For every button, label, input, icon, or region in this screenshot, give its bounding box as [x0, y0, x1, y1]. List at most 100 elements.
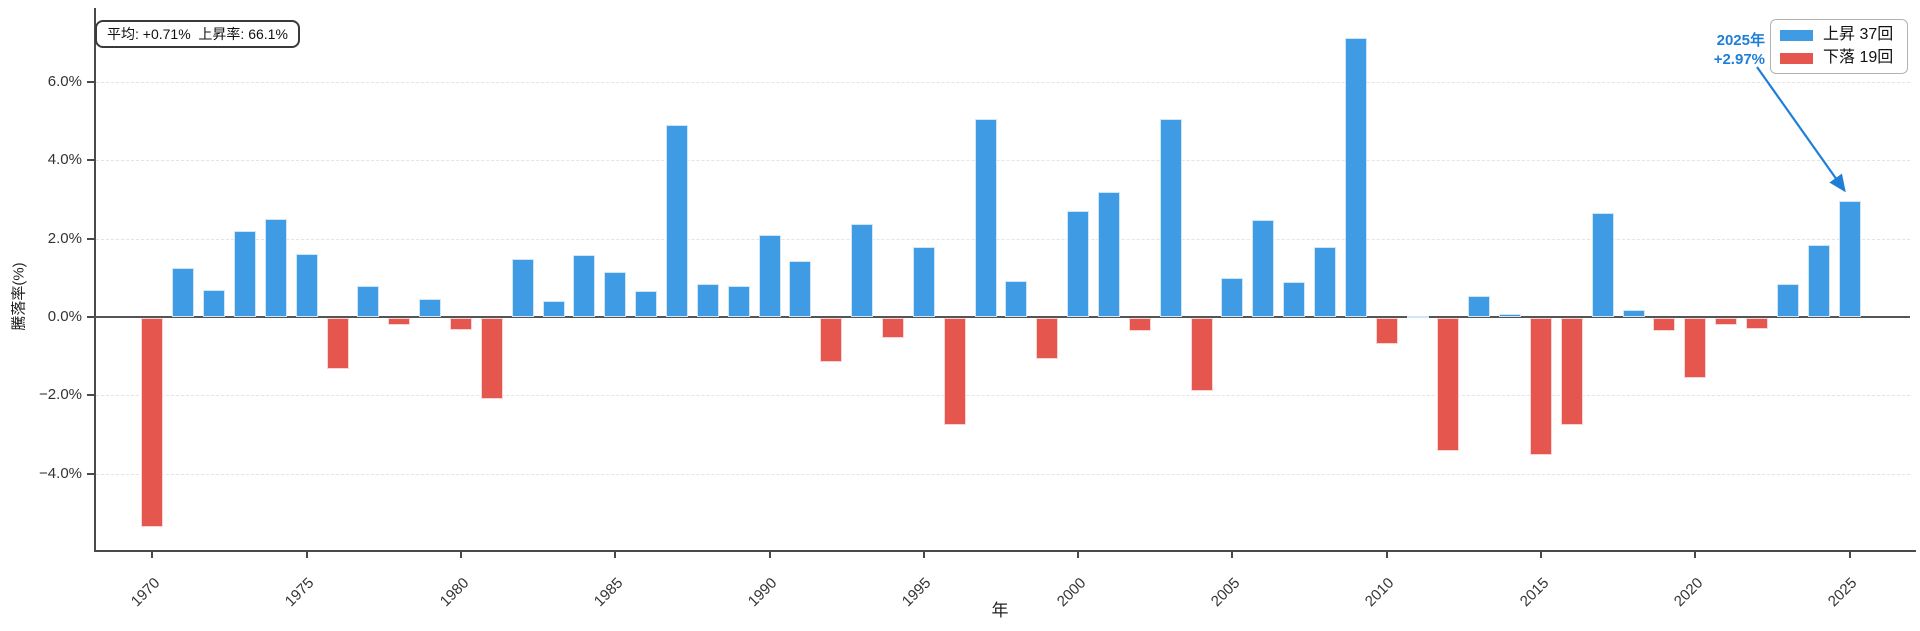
bar-2014 — [1499, 314, 1522, 317]
bar-2024 — [1807, 245, 1830, 317]
bar-2010 — [1375, 318, 1398, 344]
up-color-swatch — [1780, 29, 1813, 41]
bar-1999 — [1036, 318, 1059, 360]
y-tick-mark — [87, 80, 94, 83]
x-tick-label-1980: 1980 — [436, 574, 472, 611]
bar-2005 — [1221, 277, 1244, 317]
y-tick-mark — [87, 394, 94, 397]
bar-1988 — [696, 284, 719, 317]
bar-2019 — [1653, 318, 1676, 331]
y-tick-mark — [87, 472, 94, 475]
legend-row-down: 下落 19回 — [1780, 50, 1897, 66]
y-tick-label-−4.0%: −4.0% — [39, 464, 82, 482]
x-tick-mark-2015 — [1539, 551, 1542, 558]
x-tick-label-1970: 1970 — [127, 574, 164, 611]
bar-1993 — [851, 224, 874, 317]
x-tick-label-2025: 2025 — [1824, 574, 1861, 611]
bar-1995 — [912, 247, 935, 317]
bar-1982 — [511, 259, 534, 317]
bar-1984 — [573, 255, 596, 317]
x-tick-mark-1990 — [768, 551, 771, 558]
bar-2009 — [1344, 37, 1367, 317]
bar-2025 — [1838, 200, 1861, 317]
y-tick-label-6.0%: 6.0% — [47, 72, 82, 90]
x-tick-label-1975: 1975 — [282, 574, 318, 611]
x-tick-mark-2000 — [1077, 551, 1080, 558]
y-tick-mark — [87, 159, 94, 162]
stats-box: 平均: +0.71% 上昇率: 66.1% — [95, 20, 300, 48]
gridline-2.0% — [96, 238, 1910, 240]
bar-1971 — [172, 267, 195, 317]
gridline-4.0% — [96, 160, 1910, 162]
bar-1972 — [203, 290, 226, 317]
bar-2008 — [1313, 247, 1336, 317]
bar-2012 — [1437, 318, 1460, 451]
bar-2020 — [1684, 318, 1707, 378]
bar-1980 — [449, 318, 472, 331]
bar-2006 — [1252, 219, 1275, 317]
x-axis-spine — [94, 550, 1916, 552]
bar-1992 — [820, 318, 843, 362]
x-tick-label-1995: 1995 — [899, 574, 935, 611]
bar-1986 — [635, 290, 658, 317]
bar-1987 — [665, 125, 688, 317]
x-tick-mark-1985 — [614, 551, 617, 558]
gridline-−4.0% — [96, 473, 1910, 475]
bar-2000 — [1067, 210, 1090, 317]
bar-2017 — [1591, 213, 1614, 317]
bar-1994 — [881, 318, 904, 338]
bar-1985 — [604, 271, 627, 317]
bar-1997 — [974, 119, 997, 317]
x-tick-mark-2025 — [1848, 551, 1851, 558]
bar-1977 — [357, 286, 380, 317]
gridline-6.0% — [96, 81, 1910, 83]
annotation-year: 2025年 — [1716, 32, 1765, 49]
bar-2004 — [1190, 318, 1213, 391]
bar-1970 — [141, 318, 164, 527]
x-tick-mark-2020 — [1694, 551, 1697, 558]
bar-2011 — [1406, 315, 1429, 318]
bar-1990 — [758, 234, 781, 317]
bar-2018 — [1622, 309, 1645, 317]
x-tick-mark-1975 — [305, 551, 308, 558]
down-color-swatch — [1780, 52, 1813, 64]
bar-1978 — [388, 318, 411, 325]
x-axis-title: 年 — [991, 601, 1009, 620]
legend-row-up: 上昇 37回 — [1780, 27, 1897, 43]
x-tick-mark-1995 — [922, 551, 925, 558]
bar-1983 — [542, 301, 565, 317]
x-tick-mark-2010 — [1385, 551, 1388, 558]
bar-2001 — [1097, 191, 1120, 317]
y-axis-title: 騰落率(%) — [10, 262, 28, 331]
x-tick-label-2010: 2010 — [1362, 574, 1398, 611]
x-tick-label-2020: 2020 — [1670, 574, 1707, 611]
bar-2002 — [1128, 318, 1151, 331]
bar-2015 — [1529, 318, 1552, 455]
x-tick-mark-1970 — [151, 551, 154, 558]
bar-1974 — [264, 219, 287, 317]
y-tick-mark — [87, 316, 94, 318]
bar-1976 — [326, 318, 349, 370]
gridline-−2.0% — [96, 395, 1910, 397]
x-tick-label-1990: 1990 — [744, 574, 781, 611]
x-tick-mark-1980 — [459, 551, 462, 558]
zero-baseline — [95, 316, 1910, 318]
bar-2022 — [1745, 318, 1768, 329]
bar-1991 — [789, 260, 812, 317]
legend-label-up: 上昇 37回 — [1823, 26, 1894, 43]
x-tick-label-2005: 2005 — [1207, 574, 1244, 611]
bar-2007 — [1283, 281, 1306, 317]
bar-1981 — [480, 318, 503, 399]
bar-2013 — [1468, 296, 1491, 317]
bar-2021 — [1715, 318, 1738, 325]
legend-label-down: 下落 19回 — [1823, 49, 1894, 66]
bar-1989 — [727, 286, 750, 317]
bar-1979 — [419, 299, 442, 317]
y-tick-label-−2.0%: −2.0% — [39, 386, 82, 404]
bar-2023 — [1776, 284, 1799, 317]
bar-1998 — [1005, 280, 1028, 317]
x-tick-label-1985: 1985 — [590, 574, 627, 611]
x-tick-mark-2005 — [1231, 551, 1234, 558]
y-tick-label-0.0%: 0.0% — [47, 308, 82, 325]
